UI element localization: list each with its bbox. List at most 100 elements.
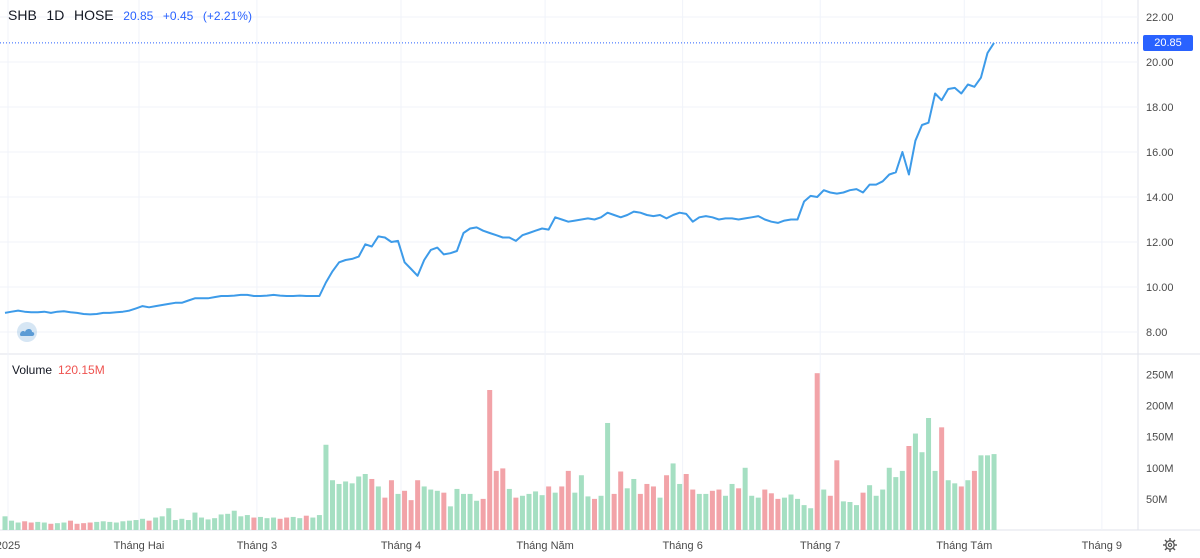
- volume-bar[interactable]: [985, 455, 990, 530]
- volume-bar[interactable]: [650, 486, 656, 530]
- volume-bar[interactable]: [906, 446, 912, 530]
- volume-bar[interactable]: [716, 489, 722, 530]
- volume-bar[interactable]: [356, 476, 362, 530]
- volume-bar[interactable]: [480, 498, 486, 530]
- volume-bar[interactable]: [513, 497, 519, 530]
- volume-bar[interactable]: [257, 516, 263, 530]
- volume-bar[interactable]: [251, 517, 257, 530]
- volume-bar[interactable]: [68, 520, 73, 530]
- volume-bar[interactable]: [447, 506, 453, 530]
- volume-bar[interactable]: [113, 522, 119, 530]
- volume-bar[interactable]: [533, 491, 539, 530]
- volume-bar[interactable]: [179, 518, 185, 530]
- volume-bar[interactable]: [808, 508, 814, 530]
- volume-bar[interactable]: [788, 494, 794, 530]
- tradingview-cloud-logo-icon[interactable]: [17, 322, 37, 342]
- volume-bar[interactable]: [35, 521, 41, 530]
- volume-bar[interactable]: [867, 485, 873, 530]
- volume-bar[interactable]: [474, 500, 480, 530]
- volume-bar[interactable]: [965, 480, 971, 530]
- volume-bar[interactable]: [821, 489, 827, 530]
- volume-bar[interactable]: [834, 460, 840, 530]
- volume-bar[interactable]: [893, 477, 899, 530]
- volume-bar[interactable]: [120, 521, 126, 530]
- volume-bar[interactable]: [919, 452, 925, 530]
- volume-bar[interactable]: [100, 521, 106, 530]
- volume-bar[interactable]: [467, 493, 473, 530]
- volume-bar[interactable]: [192, 512, 198, 530]
- volume-bar[interactable]: [9, 520, 15, 530]
- volume-bar[interactable]: [297, 518, 303, 530]
- volume-bar[interactable]: [461, 493, 466, 530]
- volume-bar[interactable]: [238, 516, 244, 530]
- volume-bar[interactable]: [126, 520, 132, 530]
- volume-bar[interactable]: [539, 495, 545, 530]
- volume-bar[interactable]: [408, 500, 414, 530]
- volume-bar[interactable]: [860, 492, 866, 530]
- volume-bar[interactable]: [592, 498, 597, 530]
- volume-bar[interactable]: [159, 516, 165, 530]
- price-line[interactable]: [4, 42, 995, 316]
- volume-bar[interactable]: [74, 523, 80, 530]
- volume-bar[interactable]: [41, 522, 47, 530]
- volume-bar[interactable]: [840, 501, 846, 530]
- gear-icon[interactable]: [1162, 537, 1178, 553]
- volume-bar[interactable]: [323, 444, 329, 530]
- volume-bar[interactable]: [775, 498, 781, 530]
- volume-bar[interactable]: [264, 518, 270, 530]
- volume-bar[interactable]: [140, 518, 146, 530]
- volume-bar[interactable]: [15, 522, 21, 530]
- volume-bar[interactable]: [310, 517, 316, 530]
- volume-bar[interactable]: [945, 480, 951, 530]
- volume-bar[interactable]: [316, 515, 322, 530]
- volume-bar[interactable]: [388, 480, 394, 530]
- volume-bar[interactable]: [723, 495, 728, 530]
- volume-bar[interactable]: [369, 478, 375, 530]
- volume-bar[interactable]: [978, 455, 984, 530]
- volume-bar[interactable]: [231, 510, 237, 530]
- volume-bar[interactable]: [244, 515, 250, 530]
- volume-bar[interactable]: [330, 480, 335, 530]
- volume-bar[interactable]: [755, 497, 761, 530]
- volume-bar[interactable]: [375, 486, 381, 530]
- volume-bar[interactable]: [500, 468, 506, 530]
- volume-bar[interactable]: [153, 517, 159, 530]
- volume-bar[interactable]: [637, 493, 643, 530]
- volume-bar[interactable]: [736, 488, 742, 530]
- volume-bar[interactable]: [61, 522, 67, 530]
- volume-bar[interactable]: [28, 522, 34, 530]
- volume-bars[interactable]: [2, 373, 997, 530]
- volume-bar[interactable]: [709, 490, 715, 530]
- volume-bar[interactable]: [54, 523, 60, 530]
- volume-bar[interactable]: [107, 521, 113, 530]
- volume-bar[interactable]: [218, 514, 224, 530]
- volume-bar[interactable]: [939, 427, 945, 530]
- volume-bar[interactable]: [395, 493, 401, 530]
- volume-bar[interactable]: [696, 493, 702, 530]
- volume-bar[interactable]: [546, 486, 552, 530]
- volume-bar[interactable]: [343, 481, 349, 530]
- volume-bar[interactable]: [559, 486, 565, 530]
- volume-bar[interactable]: [742, 467, 748, 530]
- volume-bar[interactable]: [2, 516, 8, 530]
- volume-bar[interactable]: [349, 483, 355, 530]
- volume-bar[interactable]: [585, 496, 591, 530]
- volume-bar[interactable]: [873, 495, 879, 530]
- volume-bar[interactable]: [185, 520, 191, 530]
- volume-bar[interactable]: [565, 470, 571, 530]
- volume-bar[interactable]: [493, 470, 499, 530]
- volume-bar[interactable]: [421, 486, 427, 530]
- volume-bar[interactable]: [336, 483, 342, 530]
- volume-bar[interactable]: [768, 493, 774, 530]
- volume-bar[interactable]: [290, 516, 296, 530]
- volume-bar[interactable]: [277, 518, 283, 530]
- volume-bar[interactable]: [886, 467, 892, 530]
- volume-bar[interactable]: [506, 488, 512, 530]
- volume-bar[interactable]: [762, 489, 768, 530]
- volume-bar[interactable]: [87, 522, 93, 530]
- volume-bar[interactable]: [172, 520, 178, 530]
- volume-bar[interactable]: [454, 488, 460, 530]
- volume-bar[interactable]: [578, 475, 584, 530]
- volume-bar[interactable]: [958, 486, 964, 530]
